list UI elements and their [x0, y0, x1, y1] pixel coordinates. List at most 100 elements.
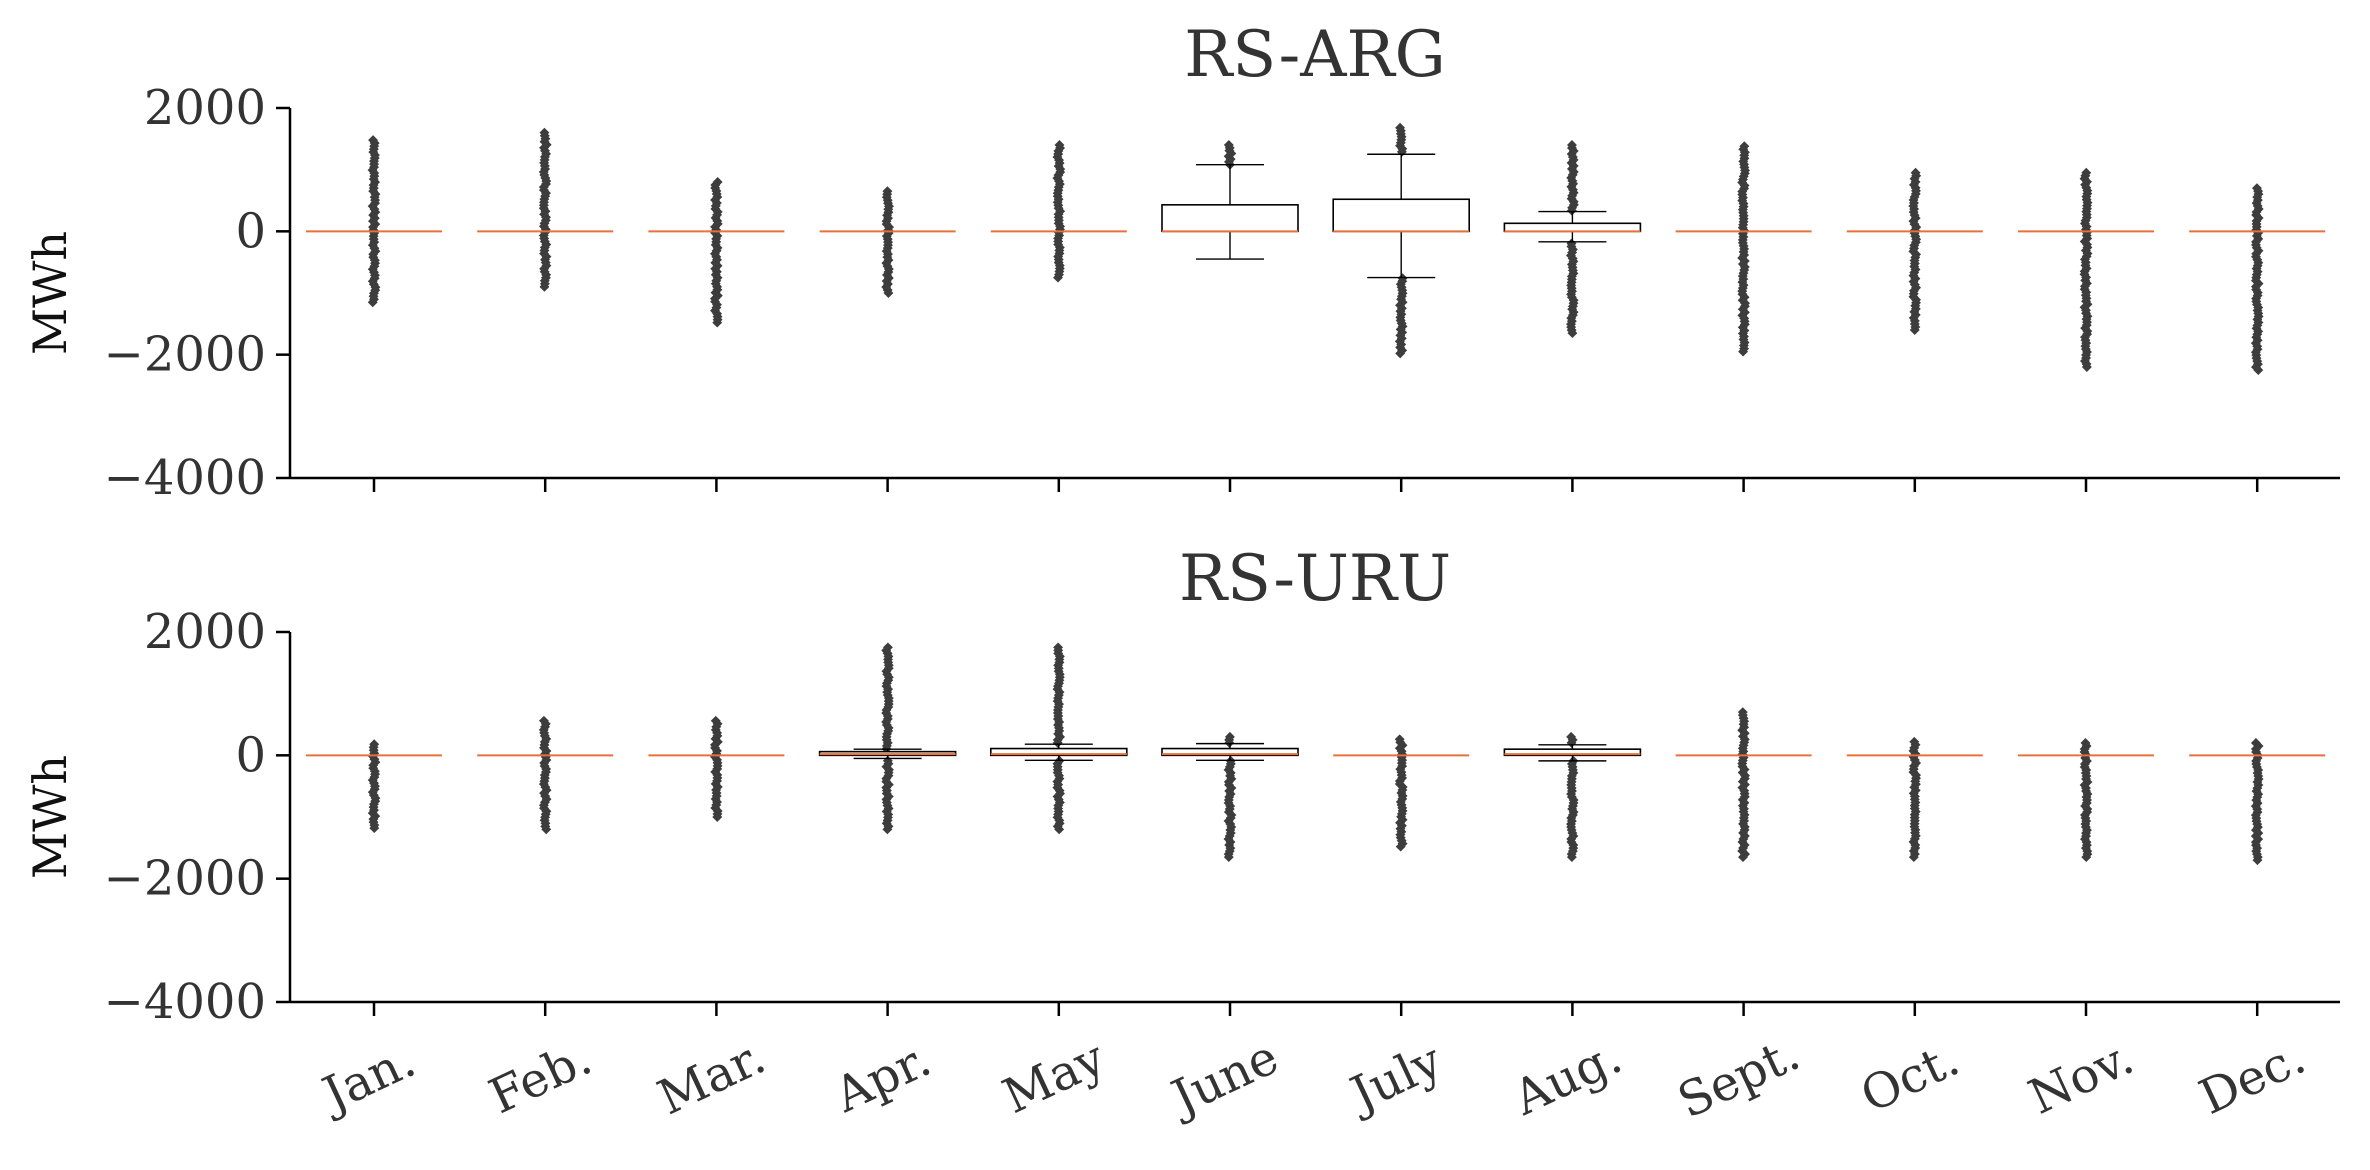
box-june: June	[1159, 731, 1299, 1128]
fliers	[538, 715, 552, 835]
fliers	[1737, 707, 1751, 863]
box-aug	[1503, 140, 1642, 492]
flier-point	[1738, 346, 1749, 357]
box-may: May	[989, 642, 1128, 1125]
iqr-box	[1503, 222, 1642, 233]
x-tick-label: Dec.	[2191, 1029, 2313, 1126]
y-tick-label: 2000	[144, 80, 266, 136]
flier-point	[1909, 325, 1920, 335]
flier-point	[1567, 328, 1578, 339]
fliers	[709, 715, 723, 822]
box-jan	[306, 135, 442, 492]
flier-point	[1054, 824, 1065, 835]
iqr-box	[1332, 198, 1470, 233]
y-tick-label: −2000	[104, 851, 266, 907]
flier-point	[2081, 852, 2092, 863]
subplot-title: RS-ARG	[1184, 18, 1446, 92]
x-tick-label: Jan.	[310, 1032, 423, 1125]
flier-point	[882, 824, 893, 835]
fliers	[1223, 731, 1237, 863]
fliers	[1908, 736, 1922, 863]
flier-point	[2252, 855, 2263, 866]
fliers	[1566, 731, 1579, 863]
fliers	[881, 186, 895, 298]
fliers	[538, 127, 552, 292]
x-tick-label: Oct.	[1853, 1031, 1968, 1124]
fliers	[367, 135, 381, 308]
fliers	[1052, 642, 1065, 835]
subplot-2: RS-URU MWh 2000 0 −2000 −4000 Jan. Feb. Mar. Apr.…	[23, 542, 2340, 1130]
x-tick-label: Nov.	[2021, 1029, 2142, 1125]
box-apr	[819, 186, 956, 492]
box-dec	[2189, 183, 2326, 492]
fliers	[2250, 738, 2264, 866]
box-july: July	[1333, 734, 1470, 1125]
flier-point	[1566, 852, 1577, 863]
y-tick-label: −2000	[104, 327, 266, 383]
fliers	[709, 177, 723, 328]
y-tick-label: 2000	[144, 604, 266, 660]
fliers	[1394, 734, 1408, 852]
fliers	[1565, 140, 1579, 339]
flier-point	[1566, 205, 1577, 216]
x-tick-label: Aug.	[1504, 1029, 1630, 1127]
flier-point	[1908, 852, 1919, 863]
fliers	[1737, 141, 1750, 357]
flier-point	[712, 812, 723, 822]
box-oct: Oct.	[1846, 736, 1983, 1124]
box-mar: Mar.	[648, 715, 785, 1127]
flier-point	[1395, 841, 1406, 852]
fliers	[2079, 738, 2093, 863]
flier-point	[712, 317, 723, 328]
x-tick-label: July	[1338, 1033, 1450, 1125]
box-sept: Sept.	[1670, 707, 1812, 1130]
x-tick-label: Apr.	[826, 1031, 940, 1124]
iqr-box	[1503, 748, 1642, 757]
flier-point	[369, 823, 380, 834]
iqr-box	[1161, 204, 1299, 233]
flier-point	[2253, 365, 2264, 376]
box-oct	[1846, 167, 1983, 492]
iqr-box	[989, 747, 1128, 757]
fliers	[2079, 167, 2093, 372]
y-axis-label: MWh	[23, 231, 77, 355]
flier-point	[541, 824, 552, 835]
flier-point	[883, 288, 894, 298]
box-july	[1332, 122, 1470, 492]
box-mar	[648, 177, 785, 492]
y-tick-label: 0	[235, 203, 266, 259]
x-tick-label: Mar.	[650, 1029, 774, 1127]
flier-point	[367, 297, 378, 308]
fliers	[881, 642, 894, 835]
fliers	[1908, 167, 1922, 335]
y-axis-label: MWh	[23, 755, 77, 879]
fliers	[1052, 140, 1066, 283]
flier-point	[1738, 852, 1748, 863]
x-tick-label: Sept.	[1670, 1025, 1808, 1129]
x-tick-label: June	[1159, 1029, 1286, 1128]
x-tick-label: Feb.	[481, 1030, 600, 1125]
flier-point	[1053, 272, 1063, 283]
fliers	[1223, 140, 1237, 170]
flier-point	[1224, 737, 1235, 748]
box-feb	[477, 127, 614, 492]
box-apr: Apr.	[818, 642, 957, 1124]
box-june	[1161, 140, 1299, 492]
box-nov: Nov.	[2018, 738, 2154, 1126]
y-tick-label: −4000	[104, 974, 266, 1030]
fliers	[367, 739, 381, 834]
y-tick-label: −4000	[104, 450, 266, 506]
box-sept	[1675, 141, 1812, 492]
box-nov	[2018, 167, 2154, 492]
flier-point	[2081, 362, 2092, 372]
iqr-box	[1161, 747, 1299, 757]
box-aug: Aug.	[1503, 731, 1642, 1127]
flier-point	[1223, 852, 1234, 863]
box-dec: Dec.	[2189, 738, 2326, 1126]
flier-point	[1052, 737, 1063, 748]
subplot-title: RS-URU	[1179, 542, 1451, 616]
box-jan: Jan.	[306, 739, 442, 1125]
box-feb: Feb.	[477, 715, 614, 1125]
